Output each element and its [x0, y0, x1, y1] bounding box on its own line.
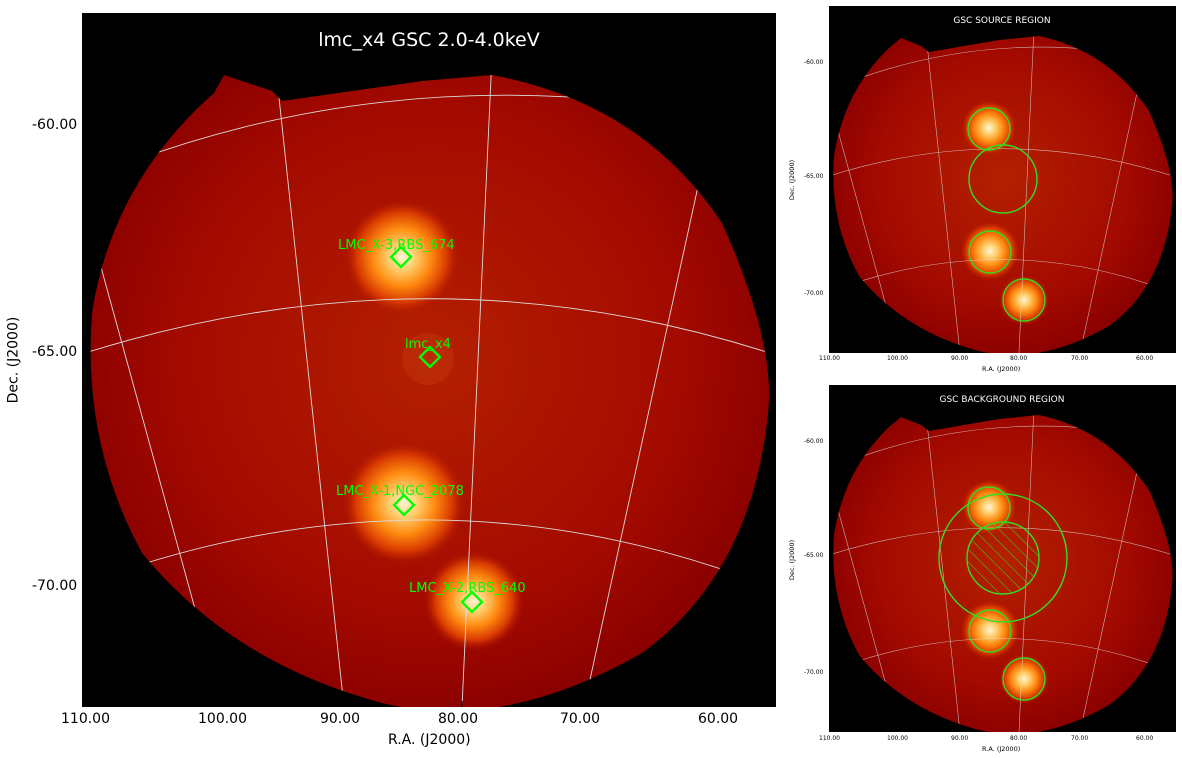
background-annulus-outer[interactable]	[938, 493, 1068, 623]
dec-tick-label: -60.00	[804, 59, 824, 66]
ra-tick-label: 90.00	[951, 355, 969, 362]
dec-tick-label: -65.00	[804, 552, 824, 559]
excluded-target-circle[interactable]	[966, 521, 1040, 595]
source-region-image: GSC SOURCE REGION	[829, 6, 1176, 354]
ra-tick-label: 90.00	[320, 711, 361, 727]
background-y-axis-label: Dec. (J2000)	[788, 539, 797, 581]
source-blob-lmc-x1	[342, 441, 466, 565]
excluded-source-circle[interactable]	[1002, 657, 1046, 701]
source-panel-title: GSC SOURCE REGION	[953, 16, 1050, 26]
source-label-lmc-x1: LMC_X-1,NGC_2078	[336, 484, 464, 499]
dec-tick-label: -60.00	[32, 117, 78, 133]
ra-tick-label: 100.00	[887, 735, 908, 742]
source-region-circle[interactable]	[968, 230, 1012, 274]
ra-tick-label: 100.00	[887, 355, 908, 362]
background-x-axis-label: R.A. (J2000)	[982, 745, 1021, 753]
dec-tick-label: -60.00	[804, 438, 824, 445]
source-marker-lmc-x2[interactable]	[460, 590, 484, 614]
background-panel-title: GSC BACKGROUND REGION	[940, 395, 1065, 405]
dec-tick-label: -65.00	[32, 344, 78, 360]
ra-tick-label: 90.00	[951, 735, 969, 742]
ra-tick-label: 110.00	[819, 735, 840, 742]
source-label-lmc-x2: LMC_X-2,RBS_640	[409, 581, 526, 596]
ra-tick-label: 80.00	[1010, 735, 1028, 742]
source-label-lmc-x3: LMC_X-3,RBS_674	[338, 238, 455, 253]
source-marker-lmc-x3[interactable]	[389, 245, 413, 269]
ra-tick-label: 70.00	[1071, 735, 1089, 742]
ra-tick-label: 80.00	[1010, 355, 1028, 362]
main-title: lmc_x4 GSC 2.0-4.0keV	[318, 29, 540, 51]
source-region-circle[interactable]	[1002, 278, 1046, 322]
main-y-axis-label: Dec. (J2000)	[5, 316, 22, 404]
background-region-image: GSC BACKGROUND REGION	[829, 385, 1176, 733]
ra-tick-label: 60.00	[1136, 735, 1154, 742]
background-region-panel: GSC BACKGROUND REGION	[829, 385, 1176, 733]
main-sky-image: LMC_X-3,RBS_674 lmc_x4 LMC_X-1,NGC_2078 …	[82, 13, 776, 708]
target-region-circle[interactable]	[968, 144, 1038, 214]
main-x-axis-label: R.A. (J2000)	[388, 732, 471, 748]
source-label-lmc-x4: lmc_x4	[405, 337, 451, 352]
source-region-panel: GSC SOURCE REGION	[829, 6, 1176, 354]
ra-tick-label: 110.00	[819, 355, 840, 362]
ra-tick-label: 70.00	[1071, 355, 1089, 362]
dec-tick-label: -65.00	[804, 173, 824, 180]
source-marker-lmc-x4[interactable]	[418, 345, 442, 369]
source-x-axis-label: R.A. (J2000)	[982, 365, 1021, 373]
ra-tick-label: 100.00	[198, 711, 247, 727]
source-y-axis-label: Dec. (J2000)	[788, 159, 797, 201]
dec-tick-label: -70.00	[804, 290, 824, 297]
ra-tick-label: 60.00	[1136, 355, 1154, 362]
source-blob-lmc-x4	[402, 333, 454, 385]
dec-tick-label: -70.00	[32, 578, 78, 594]
excluded-source-circle[interactable]	[968, 609, 1012, 653]
ra-tick-label: 60.00	[698, 711, 739, 727]
main-sky-panel: LMC_X-3,RBS_674 lmc_x4 LMC_X-1,NGC_2078 …	[82, 13, 776, 708]
dec-tick-label: -70.00	[804, 669, 824, 676]
source-blob-lmc-x3	[344, 199, 460, 315]
source-marker-lmc-x1[interactable]	[392, 493, 416, 517]
source-blob-lmc-x2	[424, 551, 524, 651]
ra-tick-label: 80.00	[438, 711, 479, 727]
source-region-circle[interactable]	[967, 107, 1011, 151]
ra-tick-label: 110.00	[61, 711, 110, 727]
ra-tick-label: 70.00	[560, 711, 601, 727]
